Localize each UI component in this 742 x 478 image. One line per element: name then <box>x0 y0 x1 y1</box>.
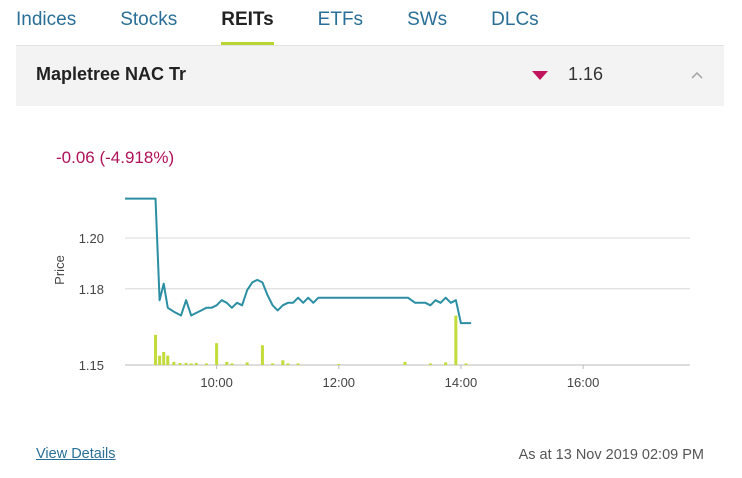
y-tick-label: 1.18 <box>79 282 104 297</box>
chevron-up-icon[interactable] <box>690 68 704 82</box>
triangle-down-icon <box>532 71 548 80</box>
volume-bar <box>194 362 198 365</box>
volume-bar <box>245 362 249 365</box>
volume-bars <box>154 315 468 365</box>
volume-bar <box>271 363 275 365</box>
y-axis-ticks: 1.20 1.18 1.15 <box>79 231 104 373</box>
volume-bar <box>281 360 285 365</box>
tab-indices[interactable]: Indices <box>16 9 77 30</box>
chart-grid <box>125 237 690 366</box>
instrument-name: Mapletree NAC Tr <box>36 64 187 84</box>
volume-bar <box>166 355 170 365</box>
y-tick-label: 1.20 <box>79 231 104 246</box>
volume-bar <box>172 361 176 365</box>
tabs-divider <box>16 45 724 46</box>
volume-bar <box>225 361 229 365</box>
tab-sws[interactable]: SWs <box>407 9 448 30</box>
volume-bar <box>204 363 208 365</box>
market-tabs: Indices Stocks REITs ETFs SWs DLCs <box>16 0 583 48</box>
price-line <box>125 197 472 325</box>
price-series-line <box>125 197 472 325</box>
x-tick-label: 14:00 <box>445 375 478 390</box>
volume-bar <box>230 363 234 365</box>
view-details-link[interactable]: View Details <box>36 446 116 462</box>
x-tick-label: 10:00 <box>200 375 233 390</box>
y-axis-label: Price <box>52 255 67 285</box>
tab-stocks[interactable]: Stocks <box>120 9 178 30</box>
volume-bar <box>189 363 193 365</box>
volume-bar <box>260 345 264 365</box>
volume-bar <box>162 352 166 365</box>
volume-bar <box>403 361 407 365</box>
volume-bar <box>296 363 300 365</box>
x-axis-ticks: 10:00 12:00 14:00 16:00 <box>200 365 599 390</box>
volume-bar <box>286 363 290 365</box>
volume-bar <box>454 315 458 365</box>
y-tick-label: 1.15 <box>79 358 104 373</box>
volume-bar <box>178 362 182 365</box>
volume-bar <box>215 343 219 365</box>
tab-etfs[interactable]: ETFs <box>317 9 364 30</box>
x-tick-label: 16:00 <box>567 375 600 390</box>
last-price: 1.16 <box>568 64 604 84</box>
volume-bar <box>184 362 188 365</box>
instrument-row[interactable]: Mapletree NAC Tr 1.16 <box>16 46 724 106</box>
volume-bar <box>337 363 341 365</box>
volume-bar <box>428 363 432 365</box>
timestamp: As at 13 Nov 2019 02:09 PM <box>518 447 704 463</box>
volume-bar <box>154 334 158 365</box>
price-chart: 1.20 1.18 1.15 10:00 12:00 14:00 16:00 Price <box>52 197 690 390</box>
volume-bar <box>464 363 468 365</box>
price-change: -0.06 (-4.918%) <box>56 148 175 167</box>
tab-reits[interactable]: REITs <box>221 0 275 48</box>
volume-bar <box>444 362 448 365</box>
tab-dlcs[interactable]: DLCs <box>491 9 539 30</box>
x-tick-label: 12:00 <box>323 375 356 390</box>
volume-bar <box>158 355 162 365</box>
